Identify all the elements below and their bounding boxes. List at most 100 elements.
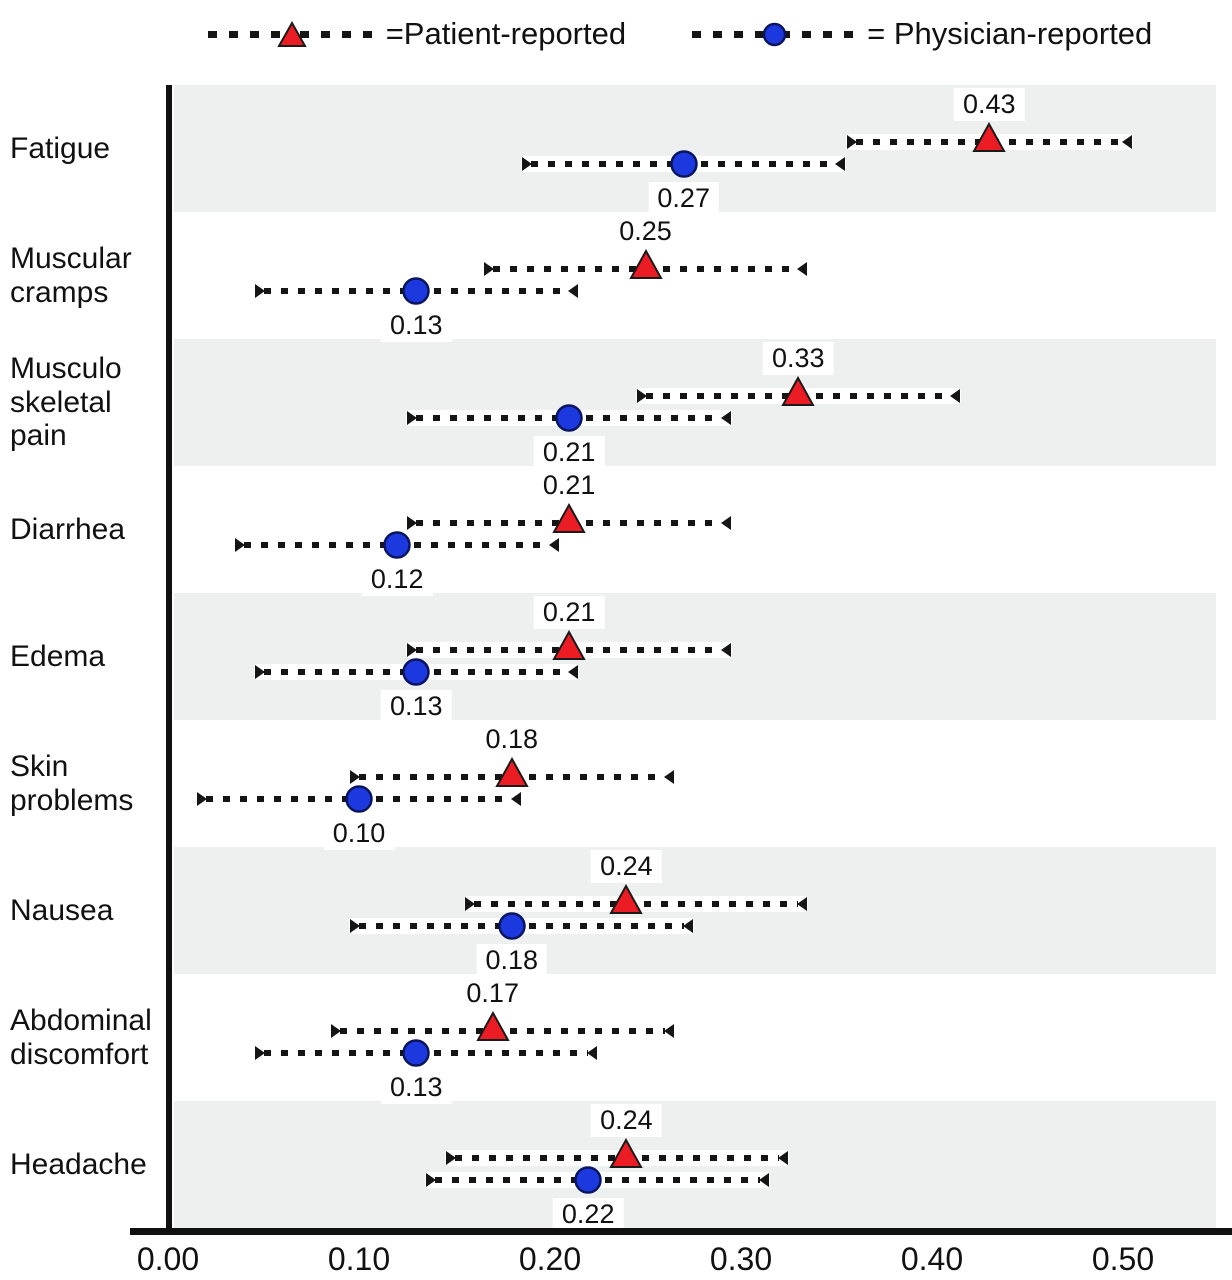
error-cap-left (426, 1173, 437, 1187)
error-cap-left (197, 792, 208, 806)
error-cap-left (254, 665, 265, 679)
x-axis-line (130, 1228, 1232, 1235)
physician-circle-marker (344, 784, 374, 814)
error-cap-left (464, 897, 475, 911)
category-label: Fatigue (10, 131, 111, 165)
dashed-line (781, 30, 858, 38)
error-cap-right (568, 284, 579, 298)
x-tick-label: 0.40 (900, 1241, 964, 1277)
physician-value-label: 0.10 (323, 817, 395, 850)
dashed-line (299, 30, 376, 38)
error-cap-left (254, 284, 265, 298)
physician-value-label: 0.27 (648, 182, 719, 215)
patient-value-label: 0.33 (763, 342, 834, 375)
error-cap-left (483, 262, 494, 276)
x-tick-label: 0.20 (518, 1241, 582, 1277)
error-cap-left (407, 411, 418, 425)
error-cap-right (797, 897, 808, 911)
patient-value-label: 0.24 (591, 850, 662, 883)
error-cap-left (235, 538, 246, 552)
x-tick-label: 0.10 (327, 1241, 391, 1277)
error-cap-left (445, 1151, 456, 1165)
physician-circle-marker (401, 276, 431, 306)
physician-circle-marker (401, 657, 431, 687)
legend-item-patient: =Patient-reported (207, 16, 627, 52)
patient-triangle-marker (781, 375, 815, 407)
category-label: Abdominal discomfort (10, 1003, 152, 1071)
physician-value-label: 0.13 (381, 690, 452, 723)
patient-triangle-marker (552, 502, 586, 534)
error-cap-right (778, 1151, 789, 1165)
patient-value-label: 0.25 (610, 215, 681, 248)
patient-triangle-marker (972, 121, 1006, 153)
physician-value-label: 0.22 (552, 1198, 624, 1231)
legend-label-patient: =Patient-reported (385, 16, 627, 51)
error-cap-right (568, 665, 579, 679)
physician-value-label: 0.13 (381, 309, 452, 342)
error-cap-right (950, 389, 961, 403)
dashed-line (692, 30, 769, 38)
legend: =Patient-reported = Physician-reported (0, 16, 1232, 52)
error-cap-right (1121, 135, 1132, 149)
physician-value-label: 0.12 (361, 563, 433, 596)
patient-triangle-marker (475, 1010, 510, 1042)
error-cap-left (521, 157, 532, 171)
error-cap-right (548, 538, 559, 552)
patient-triangle-marker (495, 756, 529, 788)
error-cap-left (350, 919, 360, 933)
physician-circle-marker (573, 1165, 603, 1195)
error-cap-left (330, 1024, 341, 1038)
category-label: Headache (10, 1147, 147, 1181)
patient-triangle-marker (609, 1137, 644, 1169)
category-label: Nausea (10, 893, 114, 927)
error-cap-right (587, 1046, 598, 1060)
patient-triangle-marker (609, 883, 644, 915)
error-cap-right (797, 262, 808, 276)
patient-value-label: 0.17 (457, 977, 528, 1010)
error-cap-right (720, 643, 731, 657)
category-label: Diarrhea (10, 512, 126, 546)
patient-triangle-marker (628, 248, 663, 280)
error-cap-left (254, 1046, 265, 1060)
error-cap-left (846, 135, 857, 149)
physician-circle-marker (497, 911, 527, 941)
category-label: Edema (10, 639, 106, 673)
error-cap-right (835, 157, 846, 171)
error-cap-right (663, 1024, 674, 1038)
physician-value-label: 0.18 (476, 944, 548, 977)
physician-value-label: 0.13 (381, 1071, 452, 1104)
physician-circle-marker (669, 149, 699, 179)
legend-item-physician: = Physician-reported (692, 16, 1152, 52)
patient-value-label: 0.24 (591, 1104, 662, 1137)
patient-value-label: 0.21 (533, 469, 605, 502)
patient-value-label: 0.21 (533, 596, 605, 629)
category-label: Skin problems (10, 749, 134, 817)
error-cap-right (510, 792, 521, 806)
physician-circle-marker (401, 1038, 431, 1068)
error-cap-left (407, 516, 418, 530)
circle-marker-icon (761, 21, 788, 48)
error-cap-left (636, 389, 647, 403)
error-cap-right (720, 411, 731, 425)
dashed-line (207, 30, 284, 38)
patient-value-label: 0.18 (476, 723, 548, 756)
patient-triangle-marker (552, 629, 586, 661)
physician-value-label: 0.21 (533, 436, 605, 469)
error-cap-right (720, 516, 731, 530)
error-cap-left (350, 770, 360, 784)
triangle-marker-icon (276, 20, 307, 48)
physician-circle-marker (554, 403, 584, 433)
error-cap-left (407, 643, 418, 657)
x-tick-label: 0.50 (1091, 1241, 1155, 1277)
error-cap-right (759, 1173, 770, 1187)
x-tick-label: 0.00 (136, 1241, 200, 1277)
y-axis-line (166, 85, 172, 1235)
physician-circle-marker (382, 530, 412, 560)
error-cap-right (682, 919, 693, 933)
x-tick-label: 0.30 (709, 1241, 773, 1277)
legend-label-physician: = Physician-reported (867, 16, 1153, 51)
category-label: Muscular cramps (10, 241, 132, 309)
patient-value-label: 0.43 (954, 88, 1025, 121)
error-cap-right (663, 770, 674, 784)
